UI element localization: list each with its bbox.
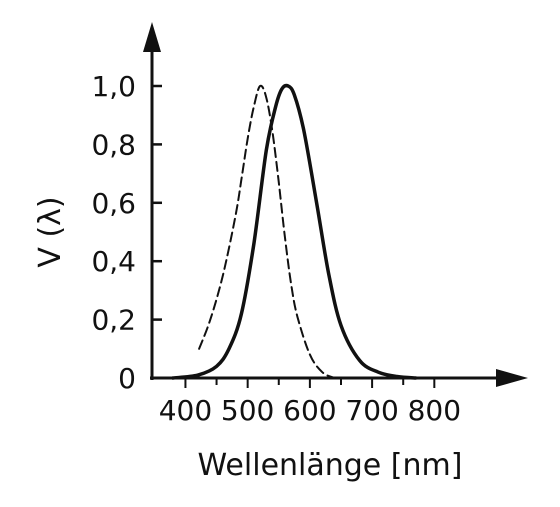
y-tick-label: 0,8 bbox=[91, 128, 136, 161]
x-axis-arrow bbox=[496, 369, 528, 387]
y-tick-label: 0,4 bbox=[91, 245, 136, 278]
y-tick-label: 0 bbox=[118, 362, 136, 395]
x-tick-label: 400 bbox=[159, 394, 212, 427]
y-axis-label: V (λ) bbox=[33, 196, 68, 267]
x-tick-label: 600 bbox=[283, 394, 336, 427]
plot-area bbox=[171, 83, 418, 380]
axes bbox=[143, 22, 528, 388]
x-tick-label: 500 bbox=[221, 394, 274, 427]
x-tick-label: 800 bbox=[408, 394, 461, 427]
y-tick-label: 1,0 bbox=[91, 70, 136, 103]
tick-labels: 0 0,2 0,4 0,6 0,8 1,0 400 500 600 700 800 bbox=[91, 70, 461, 427]
y-tick-label: 0,2 bbox=[91, 304, 136, 337]
x-tick-label: 700 bbox=[345, 394, 398, 427]
photopic-curve-solid bbox=[171, 83, 418, 380]
y-tick-label: 0,6 bbox=[91, 187, 136, 220]
scotopic-curve-dashed bbox=[198, 84, 336, 379]
y-axis-arrow bbox=[143, 22, 161, 52]
x-axis-label: Wellenlänge [nm] bbox=[198, 448, 463, 483]
